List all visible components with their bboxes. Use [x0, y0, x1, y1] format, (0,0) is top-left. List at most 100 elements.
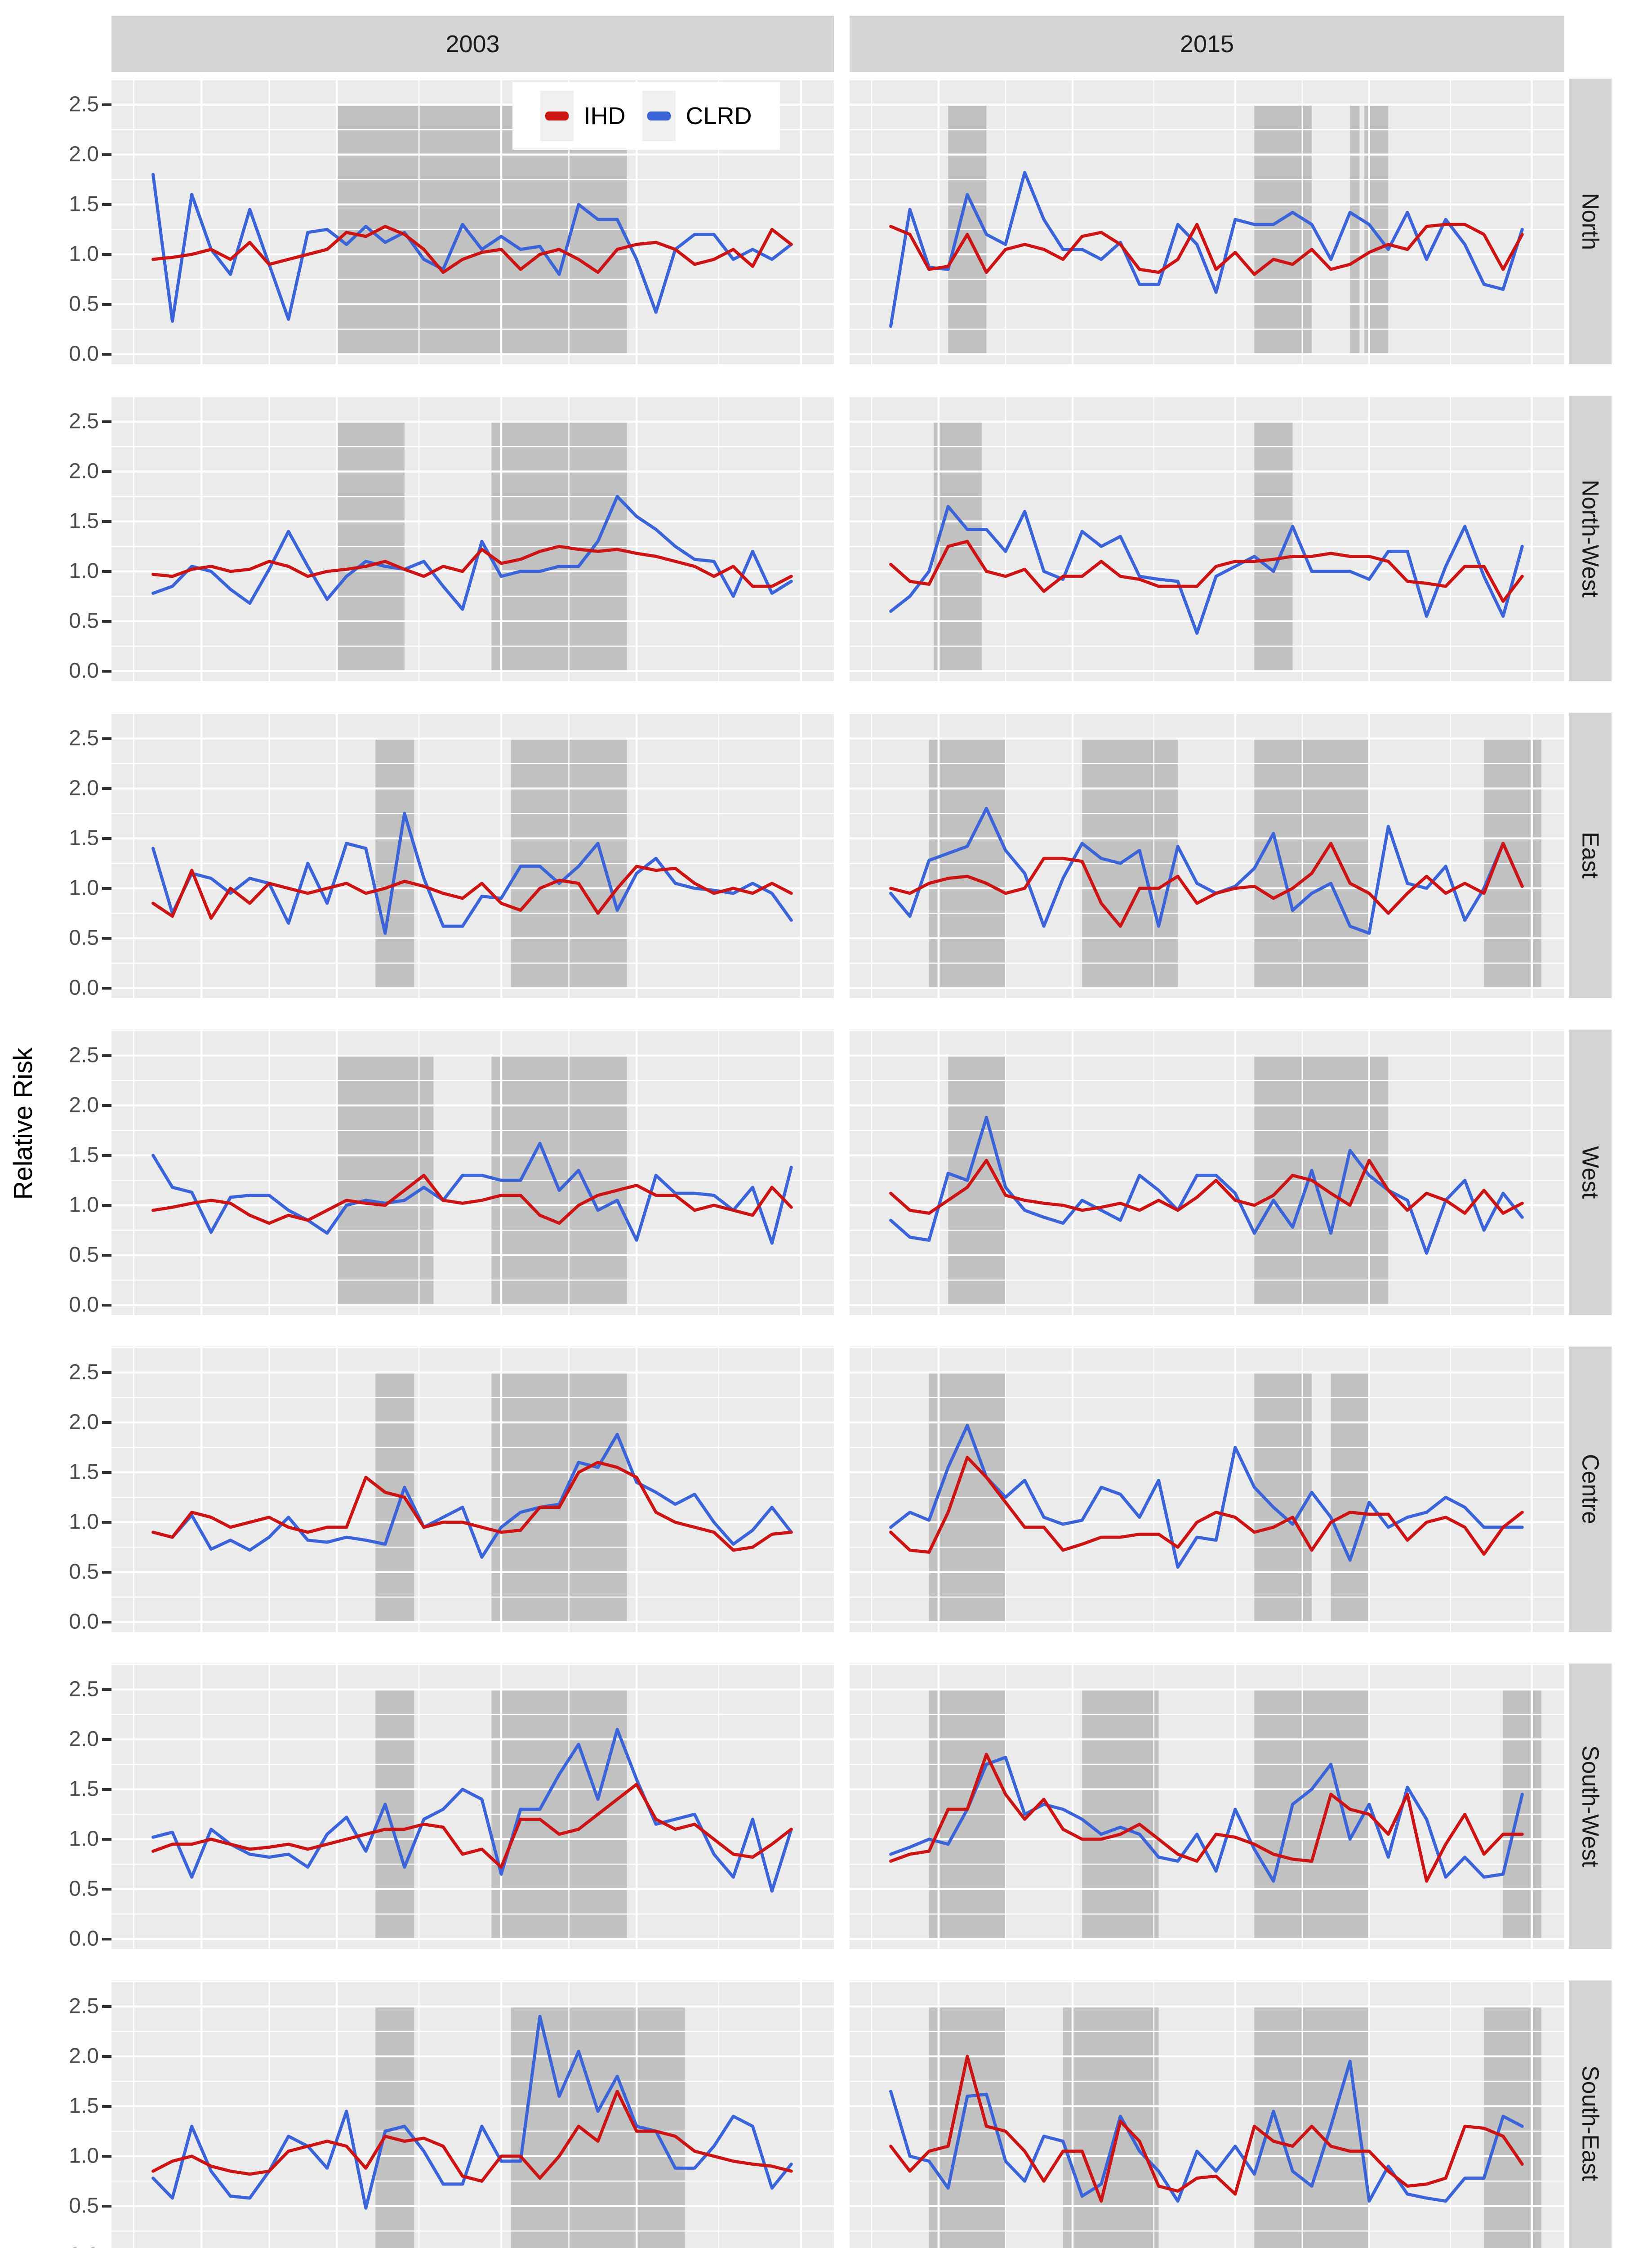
panel-background — [111, 713, 834, 998]
y-tick-mark — [102, 986, 111, 990]
y-tick-mark — [102, 2154, 111, 2158]
y-tick-mark — [102, 253, 111, 256]
heatwave-band — [511, 2006, 685, 2248]
y-tick-label: 0.0 — [69, 1610, 99, 1634]
y-tick-label: 2.5 — [69, 1677, 99, 1701]
series-line-clrd — [151, 1142, 793, 1245]
series-line-ihd — [889, 842, 1524, 928]
series-line-ihd — [889, 2055, 1524, 2203]
series-line-clrd — [889, 1115, 1524, 1255]
legend-key-ihd — [540, 91, 574, 141]
panel-background — [111, 1030, 834, 1315]
y-tick-label: 2.0 — [69, 142, 99, 166]
y-tick-label: 2.5 — [69, 726, 99, 750]
y-tick-label: 0.5 — [69, 292, 99, 316]
y-tick-mark — [102, 1570, 111, 1574]
column-strip-2003: 2003 — [111, 16, 834, 72]
y-tick-mark — [102, 1303, 111, 1307]
legend: IHD CLRD — [512, 82, 780, 150]
y-tick-mark — [102, 1371, 111, 1374]
ihd-line-swatch-icon — [545, 112, 569, 120]
series-line-ihd — [151, 1461, 793, 1552]
series-line-clrd — [151, 2015, 793, 2210]
legend-label-ihd: IHD — [583, 103, 626, 129]
panel-background — [111, 396, 834, 681]
panel-south-west-2015 — [850, 1664, 1564, 1949]
row-strip-north: North — [1569, 79, 1612, 364]
y-tick-mark — [102, 1521, 111, 1524]
y-tick-label: 0.5 — [69, 609, 99, 633]
y-tick-label: 0.5 — [69, 2194, 99, 2218]
y-tick-mark — [102, 1471, 111, 1474]
series-line-ihd — [889, 1159, 1524, 1215]
panel-west-2003 — [111, 1030, 834, 1315]
series-line-ihd — [151, 1783, 793, 1869]
y-tick-mark — [102, 1421, 111, 1424]
column-strip-2015: 2015 — [850, 16, 1564, 72]
series-line-clrd — [151, 173, 793, 323]
y-tick-mark — [102, 470, 111, 473]
y-tick-mark — [102, 1738, 111, 1741]
series-line-ihd — [151, 2090, 793, 2183]
panel-background — [111, 1664, 834, 1949]
series-line-ihd — [151, 865, 793, 920]
series-line-clrd — [151, 812, 793, 935]
row-strip-centre: Centre — [1569, 1347, 1612, 1632]
panel-north-west-2015 — [850, 396, 1564, 681]
y-tick-mark — [102, 837, 111, 840]
series-line-clrd — [151, 495, 793, 611]
y-tick-mark — [102, 1887, 111, 1891]
y-tick-mark — [102, 570, 111, 573]
y-tick-label: 0.5 — [69, 1877, 99, 1901]
y-tick-mark — [102, 2055, 111, 2058]
y-tick-mark — [102, 1788, 111, 1791]
y-tick-label: 2.0 — [69, 2044, 99, 2068]
heatwave-band — [1063, 2006, 1159, 2248]
y-tick-mark — [102, 153, 111, 156]
series-line-clrd — [151, 1432, 793, 1559]
panel-east-2003 — [111, 713, 834, 998]
y-tick-mark — [102, 887, 111, 890]
y-tick-mark — [102, 1253, 111, 1257]
legend-label-clrd: CLRD — [686, 103, 752, 129]
y-tick-mark — [102, 1838, 111, 1841]
y-tick-mark — [102, 737, 111, 740]
series-line-ihd — [151, 544, 793, 588]
y-tick-mark — [102, 1937, 111, 1940]
y-tick-label: 1.5 — [69, 1777, 99, 1801]
panel-south-west-2003 — [111, 1664, 834, 1949]
row-strip-south-east: South-East — [1569, 1980, 1612, 2248]
y-tick-label: 2.5 — [69, 409, 99, 433]
y-tick-label: 1.5 — [69, 1460, 99, 1484]
y-tick-label: 1.5 — [69, 2094, 99, 2118]
series-line-ihd — [889, 540, 1524, 603]
y-tick-mark — [102, 1688, 111, 1691]
y-tick-label: 1.0 — [69, 559, 99, 583]
series-line-clrd — [889, 1756, 1524, 1883]
y-tick-label: 2.5 — [69, 92, 99, 116]
y-tick-label: 2.5 — [69, 1994, 99, 2018]
panel-north-2015 — [850, 79, 1564, 364]
y-tick-label: 2.0 — [69, 459, 99, 483]
y-tick-label: 0.0 — [69, 342, 99, 366]
y-tick-label: 1.5 — [69, 192, 99, 216]
y-tick-label: 2.5 — [69, 1360, 99, 1384]
y-tick-label: 1.5 — [69, 509, 99, 533]
y-tick-label: 0.0 — [69, 1293, 99, 1317]
row-strip-west: West — [1569, 1030, 1612, 1315]
y-tick-mark — [102, 352, 111, 356]
panel-south-east-2015 — [850, 1980, 1564, 2248]
series-line-ihd — [889, 1456, 1524, 1556]
y-tick-label: 2.0 — [69, 1410, 99, 1434]
y-tick-mark — [102, 303, 111, 306]
y-tick-mark — [102, 2005, 111, 2008]
panel-background — [111, 1347, 834, 1632]
y-tick-label: 2.0 — [69, 1727, 99, 1751]
y-tick-label: 1.0 — [69, 1827, 99, 1851]
y-tick-label: 0.5 — [69, 1243, 99, 1267]
series-line-ihd — [889, 1753, 1524, 1883]
y-tick-mark — [102, 103, 111, 106]
panel-centre-2015 — [850, 1347, 1564, 1632]
y-tick-label: 1.5 — [69, 1143, 99, 1167]
y-tick-mark — [102, 203, 111, 206]
